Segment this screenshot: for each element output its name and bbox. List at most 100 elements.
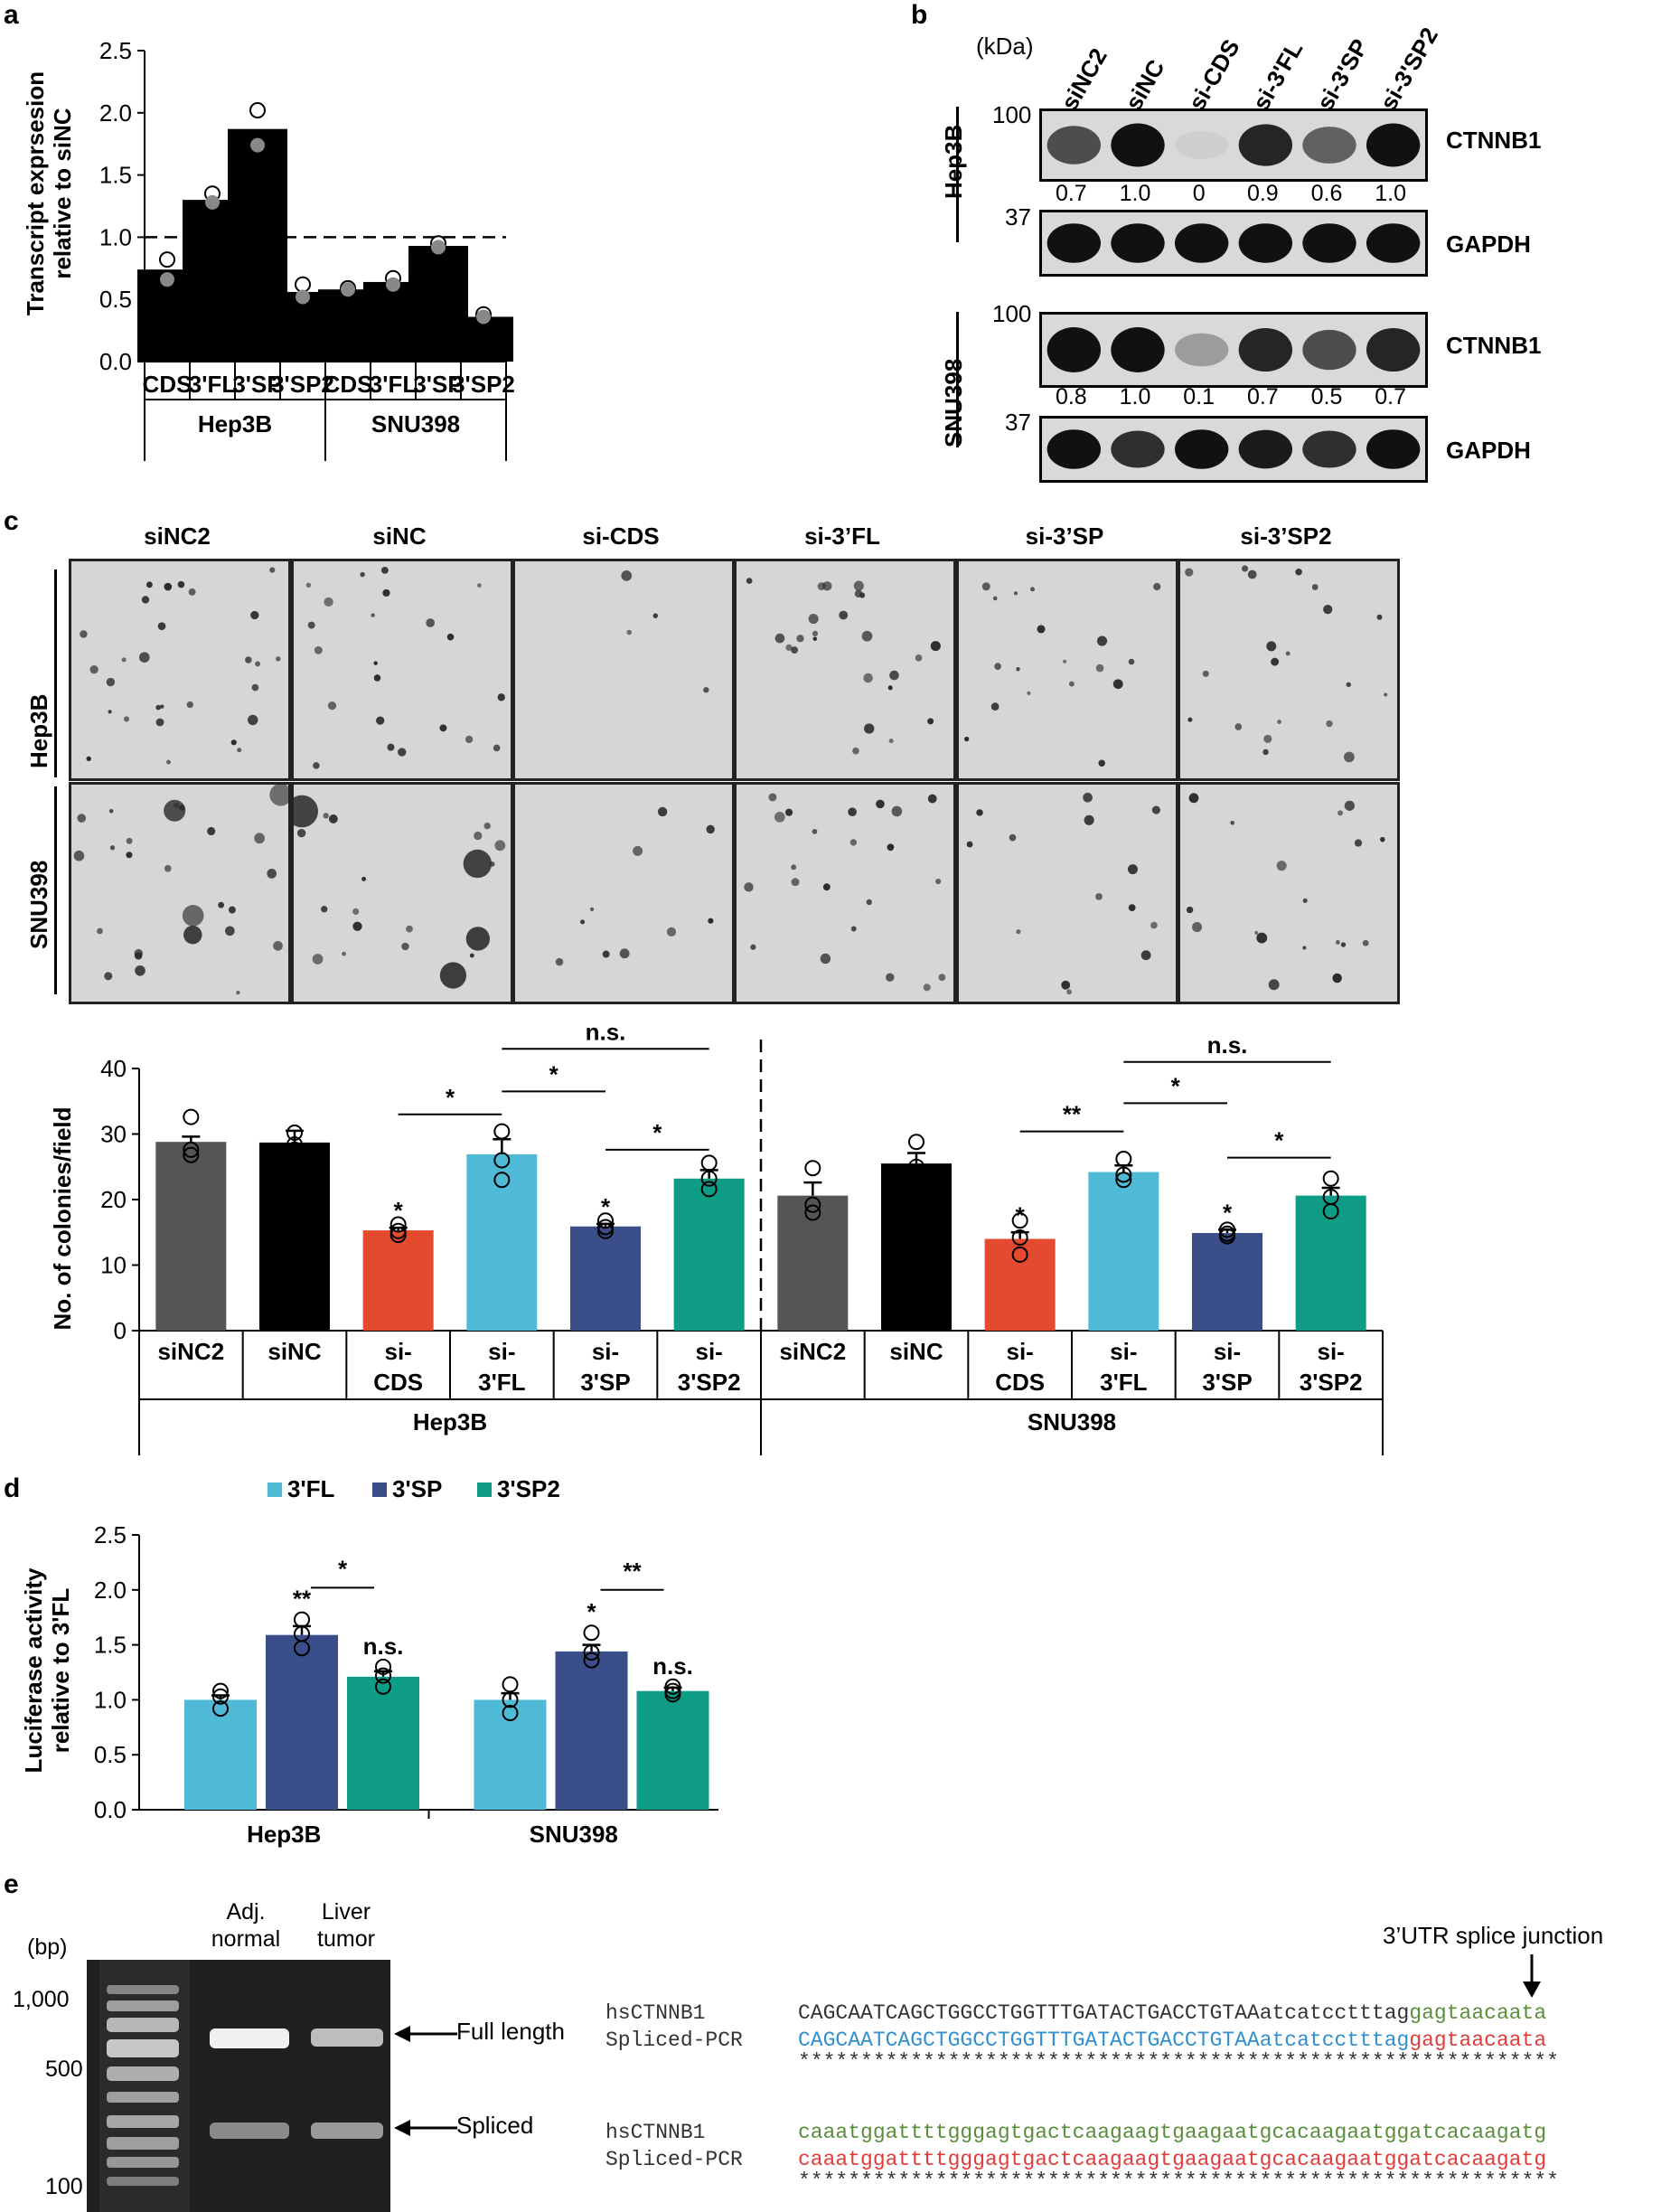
colony [352, 908, 360, 915]
panel-c-ytick-label: 30 [100, 1121, 127, 1148]
colony [791, 878, 800, 887]
seq-block1-seq1-upper: CAGCAATCAGCTGGCCTGGTTTGATACTGACCTGTAA [798, 2001, 1260, 2025]
seq-block1-seq1: CAGCAATCAGCTGGCCTGGTTTGATACTGACCTGTAAatc… [798, 2001, 1546, 2025]
panel-d-mark: n.s. [652, 1652, 693, 1680]
colony [1268, 979, 1280, 991]
panel-c-hep3b-row-bar [54, 569, 57, 777]
band-snu398-ctnnb1 [1366, 327, 1421, 372]
panel-c-point [286, 1136, 303, 1153]
band-hep3b-gapdh [1174, 223, 1229, 263]
colony [796, 635, 804, 643]
panel-d-bar [266, 1634, 338, 1810]
panel-c-bar [362, 1230, 434, 1331]
panel-d-legend-swatch [477, 1483, 492, 1497]
colony [225, 926, 235, 937]
colony [589, 907, 595, 911]
colony [938, 974, 946, 982]
panel-d-chart: Luciferase activity relative to 3'FL 3'F… [20, 1475, 718, 1848]
colony [657, 806, 668, 817]
colony [218, 901, 225, 908]
panel-c-xtick-top: siNC2 [157, 1338, 224, 1365]
colony [1009, 833, 1017, 842]
panel-c-point [389, 1227, 407, 1244]
colony [439, 962, 467, 989]
panel-d-ylabel-line2: relative to 3'FL [47, 1588, 74, 1754]
colony [313, 762, 320, 769]
colony [1202, 670, 1209, 677]
colony [380, 566, 389, 574]
panel-e-lane1-line2: normal [211, 1926, 281, 1952]
band-hep3b-ctnnb1 [1046, 126, 1102, 165]
panel-c-column-header: siNC [372, 522, 427, 550]
panel-d-point [502, 1704, 519, 1721]
colony [1344, 751, 1355, 763]
colony [839, 610, 849, 620]
panel-c-ytick-label: 20 [100, 1186, 127, 1213]
colony [861, 630, 873, 642]
colony [228, 906, 236, 914]
colony [1095, 892, 1103, 900]
panel-c-chart: No. of colonies/field 0 10 20 30 40 siNC2 siNC… [49, 1018, 1384, 1455]
panel-c-point [1219, 1228, 1235, 1245]
panel-c-point [908, 1174, 924, 1191]
panel-e-lane1-line1: Adj. [226, 1899, 266, 1925]
panel-d-point [375, 1678, 391, 1695]
colony [371, 613, 375, 617]
panel-b-lane-label: siNC [1119, 54, 1170, 115]
panel-b-band-value: 0 [1192, 181, 1206, 206]
agarose-gel [87, 1960, 390, 2212]
panel-c-point [389, 1216, 407, 1233]
colony [621, 570, 633, 581]
colony [135, 965, 145, 976]
band-snu398-ctnnb1 [1111, 327, 1165, 372]
panel-c-snu398-row-label: SNU398 [25, 860, 52, 949]
colony [887, 843, 895, 852]
panel-c-bracket-label: * [652, 1119, 662, 1146]
panel-c-bar [1088, 1172, 1159, 1331]
colony [109, 845, 116, 851]
panel-c-bracket-label: ** [1063, 1101, 1082, 1128]
panel-a-chart: Transcript exprsesion relative to siNC 0… [22, 37, 515, 461]
colony [387, 743, 395, 751]
panel-d-point [502, 1691, 519, 1708]
panel-b-hep3b-ctnnb1-label: CTNNB1 [1446, 127, 1542, 154]
colony [602, 950, 610, 958]
panel-c-xtick-bottom: 3'SP2 [678, 1369, 741, 1396]
panel-a-point [160, 272, 174, 287]
panel-b-band-value: 1.0 [1119, 181, 1151, 206]
panel-c-bar [155, 1142, 227, 1331]
panel-a-ytick-label: 0.5 [99, 286, 132, 313]
panel-e-arrows [394, 2026, 457, 2136]
colony [927, 718, 934, 725]
colony [619, 948, 630, 959]
panel-c-point [493, 1172, 511, 1189]
panel-c-bar [466, 1153, 538, 1331]
panel-c-point [183, 1108, 200, 1125]
panel-c-xtick-top: si- [1317, 1338, 1344, 1365]
colony [1362, 939, 1369, 946]
colony [474, 831, 483, 841]
band-snu398-gapdh [1366, 429, 1421, 469]
colony [633, 845, 643, 856]
colony [666, 927, 677, 937]
colony [1344, 800, 1355, 811]
panel-c-xtick-bottom: 3'FL [1100, 1369, 1148, 1396]
panel-e-junction-label: 3’UTR splice junction [1383, 1922, 1604, 1949]
panel-a-group-label: Hep3B [198, 410, 272, 438]
colony [1380, 836, 1385, 842]
panel-d-point [583, 1624, 600, 1642]
colony [267, 869, 277, 879]
colony [179, 805, 185, 811]
panel-c-ylabel: No. of colonies/field [49, 1106, 76, 1330]
panel-a-ylabel-line2: relative to siNC [49, 108, 76, 279]
colony [155, 718, 164, 727]
colony [77, 814, 87, 823]
colony [1127, 864, 1138, 875]
panel-a-point [295, 276, 311, 293]
colony [426, 618, 436, 627]
colony-field [69, 782, 291, 1004]
blot-snu398-ctnnb1 [1039, 312, 1428, 388]
colony [812, 829, 818, 834]
panel-letter-a: a [4, 0, 19, 30]
band-snu398-gapdh [1111, 430, 1165, 468]
